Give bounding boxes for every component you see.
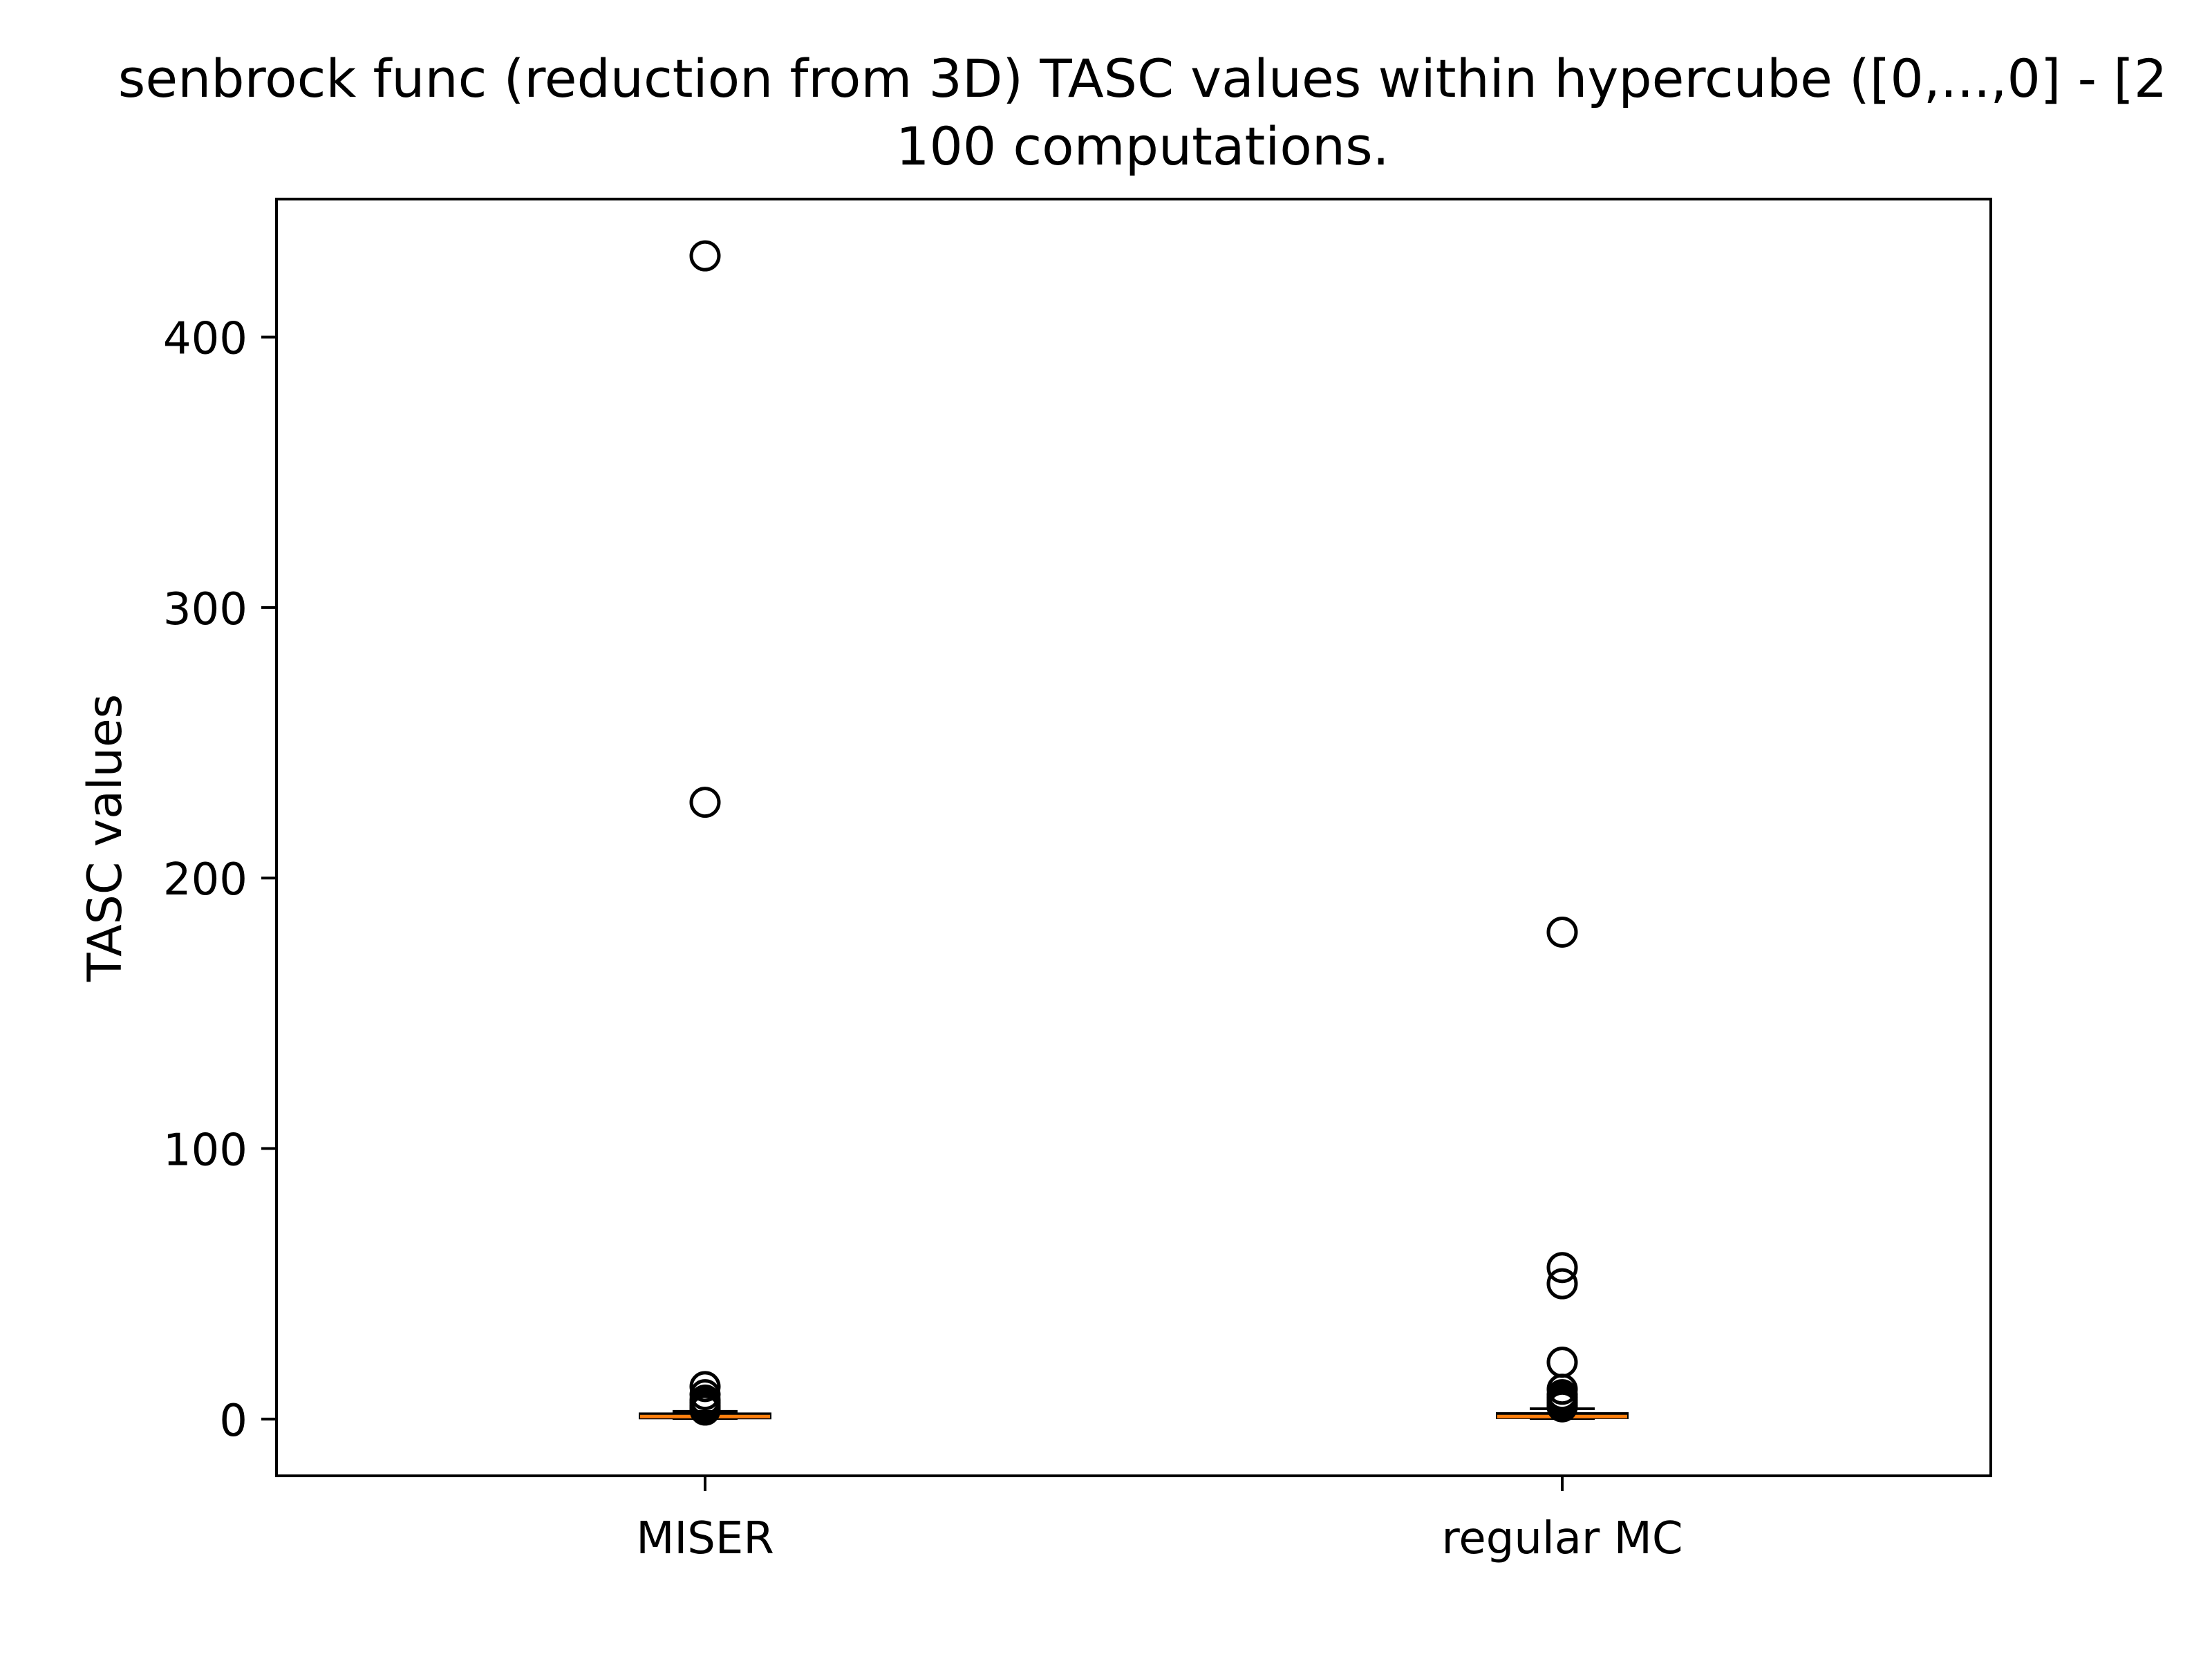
chart-title-line2: 100 computations. bbox=[896, 115, 1389, 177]
plot-area: 0 100 200 300 400 MISER regular MC bbox=[163, 198, 1992, 1564]
x-tick-label: MISER bbox=[636, 1513, 774, 1564]
axes-frame bbox=[275, 198, 1992, 1477]
outlier-point bbox=[689, 240, 721, 272]
y-tick-label: 200 bbox=[163, 854, 247, 906]
outlier-point bbox=[1546, 1268, 1578, 1300]
outlier-point bbox=[1546, 1347, 1578, 1378]
outlier-point bbox=[689, 787, 721, 818]
outlier-point bbox=[689, 1394, 721, 1426]
chart-title-line1: senbrock func (reduction from 3D) TASC v… bbox=[118, 48, 2167, 109]
outlier-point bbox=[689, 1371, 721, 1403]
y-tick-label: 300 bbox=[163, 584, 247, 635]
outlier-point bbox=[1546, 916, 1578, 948]
outlier-point bbox=[1546, 1252, 1578, 1284]
y-axis-label: TASC values bbox=[78, 694, 133, 982]
x-tick-label: regular MC bbox=[1441, 1513, 1683, 1564]
y-tick-label: 100 bbox=[163, 1125, 247, 1177]
y-tick-label: 400 bbox=[163, 314, 247, 365]
outlier-point bbox=[1546, 1391, 1578, 1423]
y-tick-label: 0 bbox=[219, 1396, 247, 1447]
